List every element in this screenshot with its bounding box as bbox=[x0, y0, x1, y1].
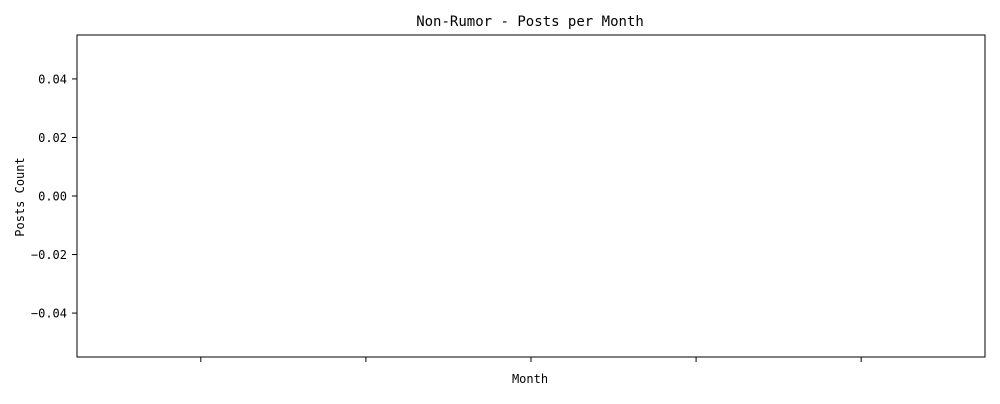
y-tick-label: −0.02 bbox=[31, 248, 67, 262]
chart-title: Non-Rumor - Posts per Month bbox=[416, 14, 644, 30]
y-tick-label: −0.04 bbox=[31, 307, 67, 321]
y-axis-ticks: 0.04 0.02 0.00 −0.02 −0.04 bbox=[31, 72, 77, 321]
y-axis-label: Posts Count bbox=[13, 157, 27, 236]
y-tick-label: 0.04 bbox=[38, 72, 67, 86]
x-axis-ticks bbox=[200, 357, 862, 362]
y-tick-label: 0.02 bbox=[38, 131, 67, 145]
plot-area-frame bbox=[76, 34, 986, 358]
x-axis-label: Month bbox=[512, 372, 548, 386]
y-tick-label: 0.00 bbox=[38, 190, 67, 204]
